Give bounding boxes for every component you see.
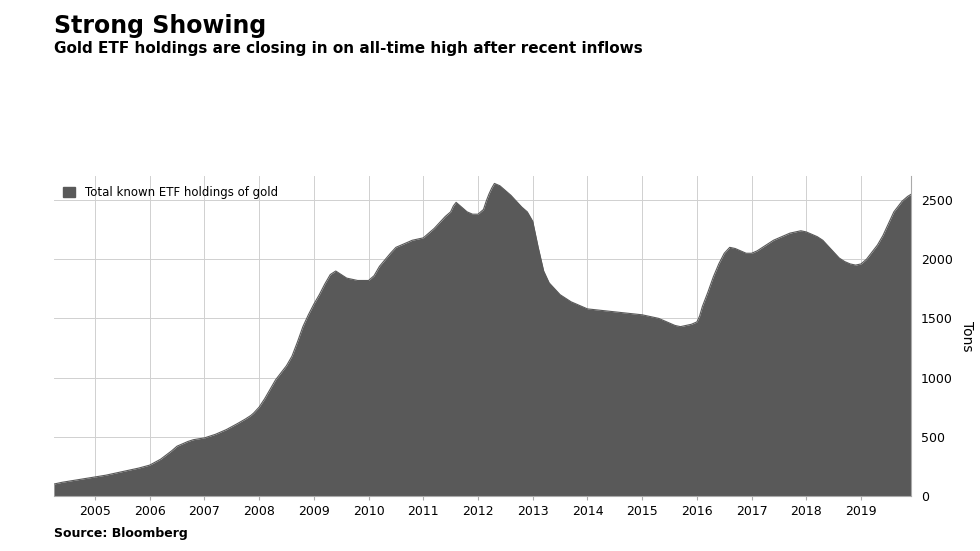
Y-axis label: Tons: Tons	[959, 321, 974, 352]
Text: Gold ETF holdings are closing in on all-time high after recent inflows: Gold ETF holdings are closing in on all-…	[54, 41, 643, 56]
Legend: Total known ETF holdings of gold: Total known ETF holdings of gold	[60, 182, 281, 202]
Text: Source: Bloomberg: Source: Bloomberg	[54, 527, 187, 540]
Text: Strong Showing: Strong Showing	[54, 14, 267, 38]
